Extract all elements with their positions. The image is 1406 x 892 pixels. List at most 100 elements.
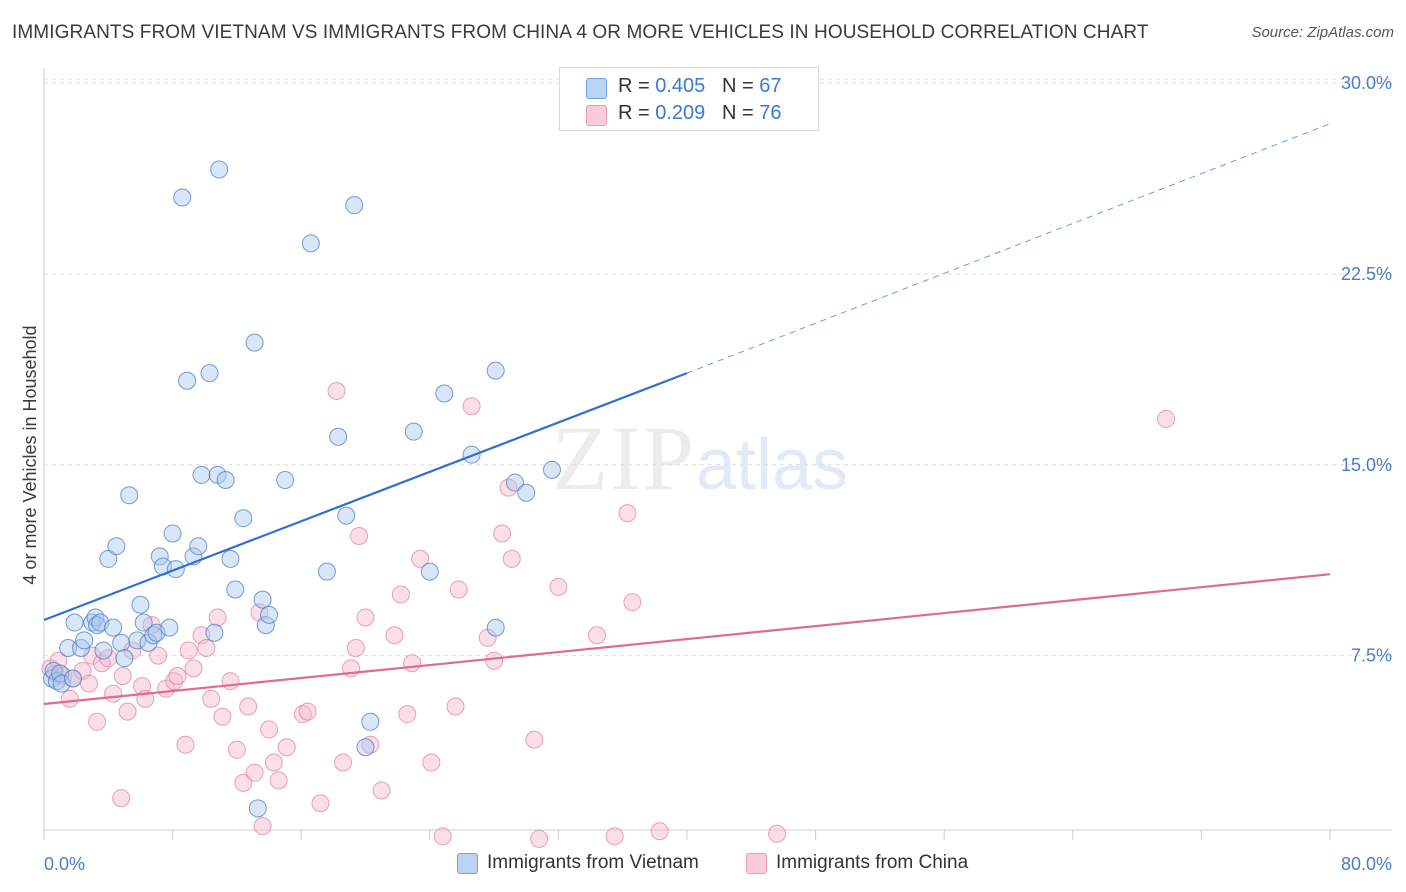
data-point-china bbox=[327, 381, 346, 400]
y-tick-label: 30.0% bbox=[1341, 73, 1392, 93]
data-point-china bbox=[333, 753, 352, 772]
legend-n-label: N = bbox=[721, 102, 754, 124]
data-point-vietnam bbox=[134, 613, 153, 632]
data-point-vietnam bbox=[216, 471, 235, 490]
data-point-vietnam bbox=[260, 605, 279, 624]
data-point-vietnam bbox=[245, 333, 264, 352]
data-point-vietnam bbox=[107, 537, 126, 556]
axes bbox=[43, 68, 1392, 831]
x-tick-label-start: 0.0% bbox=[44, 854, 85, 874]
data-point-china bbox=[768, 824, 787, 843]
series-legend-swatch-china bbox=[746, 853, 767, 874]
data-point-china bbox=[184, 659, 203, 678]
data-point-vietnam bbox=[404, 422, 423, 441]
data-point-china bbox=[462, 397, 481, 416]
data-point-china bbox=[391, 585, 410, 604]
data-point-vietnam bbox=[361, 712, 380, 731]
data-point-vietnam bbox=[317, 562, 336, 581]
data-point-vietnam bbox=[86, 608, 105, 627]
data-point-vietnam bbox=[248, 799, 267, 818]
data-point-china bbox=[356, 608, 375, 627]
data-point-china bbox=[311, 794, 330, 813]
data-point-china bbox=[277, 738, 296, 757]
data-point-vietnam bbox=[505, 473, 524, 492]
data-point-china bbox=[202, 689, 221, 708]
data-point-china bbox=[361, 735, 380, 754]
data-point-vietnam bbox=[420, 562, 439, 581]
data-point-china bbox=[260, 720, 279, 739]
data-point-vietnam bbox=[221, 549, 240, 568]
data-point-vietnam bbox=[115, 649, 134, 668]
data-point-china bbox=[80, 674, 99, 693]
data-point-vietnam bbox=[52, 674, 71, 693]
data-point-vietnam bbox=[276, 471, 295, 490]
data-point-china bbox=[449, 580, 468, 599]
trend-line-vietnam bbox=[43, 372, 688, 622]
trend-line-vietnam-extension bbox=[686, 123, 1331, 374]
data-point-china bbox=[1157, 409, 1176, 428]
data-point-china bbox=[650, 822, 669, 841]
data-point-vietnam bbox=[200, 364, 219, 383]
data-point-vietnam bbox=[63, 669, 82, 688]
x-axis-ticks bbox=[43, 830, 1331, 840]
data-point-vietnam bbox=[144, 626, 163, 645]
data-point-vietnam bbox=[226, 580, 245, 599]
series-legend-label-vietnam: Immigrants from Vietnam bbox=[487, 852, 699, 873]
data-point-vietnam bbox=[173, 188, 192, 207]
data-point-vietnam bbox=[131, 595, 150, 614]
grid-lines bbox=[44, 78, 1392, 657]
data-point-vietnam bbox=[88, 616, 107, 635]
data-point-vietnam bbox=[356, 738, 375, 757]
data-point-china bbox=[372, 781, 391, 800]
data-point-vietnam bbox=[75, 631, 94, 650]
data-point-china bbox=[530, 829, 549, 848]
data-point-china bbox=[385, 626, 404, 645]
data-point-vietnam bbox=[150, 547, 169, 566]
y-tick-label: 7.5% bbox=[1351, 646, 1392, 666]
x-tick-label-end: 80.0% bbox=[1341, 854, 1392, 874]
series-china-points bbox=[41, 381, 1176, 848]
data-point-china bbox=[221, 672, 240, 691]
watermark-zip: ZIP bbox=[552, 407, 696, 509]
data-point-vietnam bbox=[253, 590, 272, 609]
data-point-china bbox=[502, 549, 521, 568]
data-point-china bbox=[493, 524, 512, 543]
data-point-china bbox=[213, 707, 232, 726]
data-point-vietnam bbox=[486, 618, 505, 637]
data-point-china bbox=[605, 827, 624, 846]
data-point-vietnam bbox=[192, 465, 211, 484]
series-legend-swatch-vietnam bbox=[457, 853, 478, 874]
legend-n-label: N = bbox=[721, 75, 754, 97]
data-point-china bbox=[293, 705, 312, 724]
data-point-vietnam bbox=[104, 618, 123, 637]
data-point-china bbox=[227, 740, 246, 759]
legend-r-vietnam: 0.405 bbox=[655, 75, 706, 97]
data-point-vietnam bbox=[163, 524, 182, 543]
data-point-china bbox=[253, 817, 272, 836]
data-point-china bbox=[269, 771, 288, 790]
data-point-china bbox=[398, 705, 417, 724]
data-point-vietnam bbox=[205, 623, 224, 642]
data-point-vietnam bbox=[128, 631, 147, 650]
data-point-vietnam bbox=[112, 633, 131, 652]
data-point-vietnam bbox=[210, 160, 229, 179]
data-point-china bbox=[118, 702, 137, 721]
data-point-vietnam bbox=[345, 196, 364, 215]
series-vietnam-points bbox=[43, 160, 561, 818]
legend-r-label: R = bbox=[618, 75, 650, 97]
y-axis-label: 4 or more Vehicles in Household bbox=[20, 325, 40, 584]
data-point-vietnam bbox=[120, 486, 139, 505]
data-point-china bbox=[433, 827, 452, 846]
data-point-china bbox=[112, 789, 131, 808]
y-tick-label: 22.5% bbox=[1341, 264, 1392, 284]
data-point-vietnam bbox=[256, 616, 275, 635]
data-point-vietnam bbox=[542, 460, 561, 479]
data-point-vietnam bbox=[301, 234, 320, 253]
data-point-china bbox=[411, 549, 430, 568]
series-legend-label-china: Immigrants from China bbox=[776, 852, 969, 873]
data-point-china bbox=[350, 527, 369, 546]
data-point-china bbox=[208, 608, 227, 627]
data-point-china bbox=[149, 646, 168, 665]
data-point-vietnam bbox=[99, 549, 118, 568]
